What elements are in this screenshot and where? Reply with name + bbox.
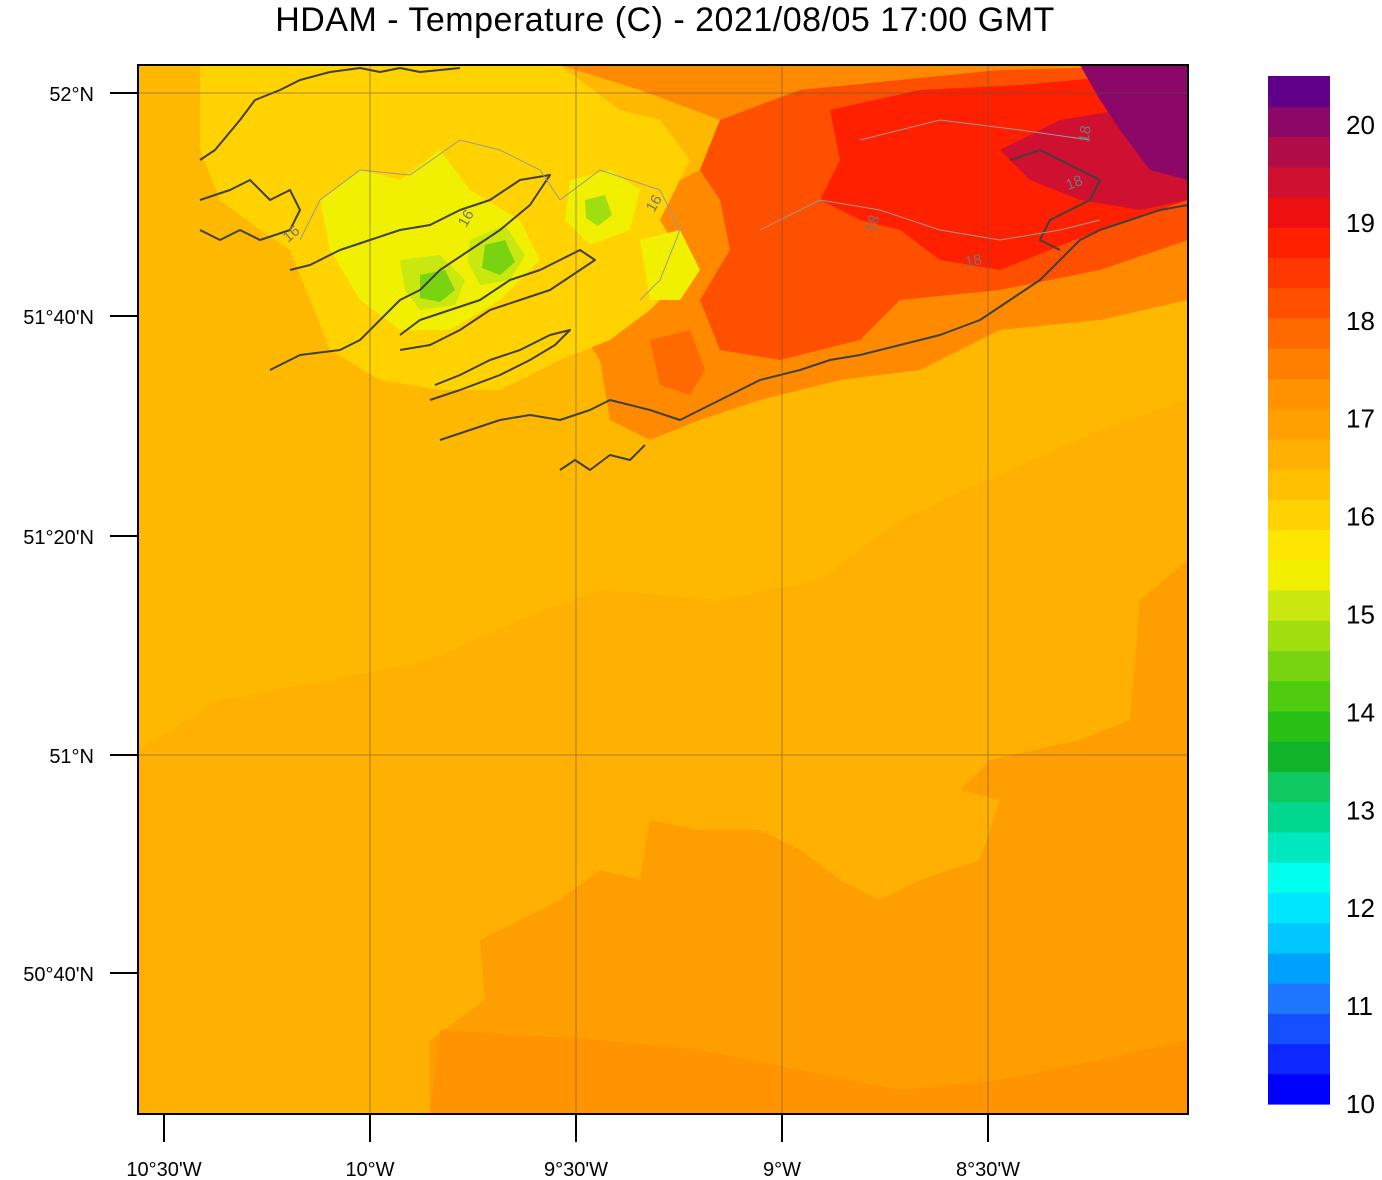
colorbar-segment <box>1268 106 1330 138</box>
colorbar-segment <box>1268 650 1330 682</box>
coastline-beara <box>399 249 596 351</box>
field-15 <box>320 150 540 330</box>
colorbar-tick-label: 15 <box>1346 600 1375 630</box>
colorbar-segment <box>1268 227 1330 259</box>
colorbar-segment <box>1268 831 1330 863</box>
lat-label: 51°20'N <box>23 527 94 549</box>
contour-label: 18 <box>1075 124 1095 143</box>
colorbar-segment <box>1268 620 1330 652</box>
map-title: HDAM - Temperature (C) - 2021/08/05 17:0… <box>275 1 1055 39</box>
field-warm-sea-south <box>430 560 1188 1114</box>
coastline-cork-harbour <box>1009 149 1101 251</box>
coastline-kenmare-north <box>269 174 551 371</box>
colorbar-segment <box>1268 801 1330 833</box>
colorbar-segment <box>1268 1043 1330 1075</box>
colorbar-tick-label: 18 <box>1346 306 1375 336</box>
coastline-south-islands <box>559 444 646 471</box>
coastline-sheeps-head <box>429 329 571 401</box>
colorbar-segment <box>1268 952 1330 984</box>
colorbar-tick-label: 11 <box>1346 991 1373 1021</box>
coastline-iveragh <box>199 179 301 241</box>
lon-label: 10°W <box>345 1159 394 1180</box>
contour-18-inner <box>859 119 1091 141</box>
contour-16-mid <box>559 169 681 301</box>
contour-label: 18 <box>1064 172 1085 194</box>
colorbar-segment <box>1268 710 1330 742</box>
colorbar-segment <box>1268 1013 1330 1045</box>
lon-label: 9°W <box>763 1159 801 1180</box>
colorbar-tick-label: 10 <box>1346 1089 1375 1119</box>
colorbar-segment <box>1268 680 1330 712</box>
colorbar-tick-label: 13 <box>1346 795 1375 825</box>
colorbar-segment <box>1268 378 1330 410</box>
temperature-field <box>138 65 1188 1114</box>
colorbar-segment <box>1268 136 1330 168</box>
coastline <box>199 67 1188 471</box>
contour-lines <box>299 119 1101 301</box>
colorbar-tick-label: 19 <box>1346 208 1375 238</box>
colorbar-tick-label: 12 <box>1346 893 1375 923</box>
colorbar-segment <box>1268 317 1330 349</box>
colorbar-segment <box>1268 922 1330 954</box>
colorbar-segment <box>1268 408 1330 440</box>
colorbar-segment <box>1268 862 1330 893</box>
coastline-mizen <box>439 204 1188 441</box>
colorbar-segment <box>1268 590 1330 621</box>
lon-label: 8°30'W <box>956 1159 1020 1180</box>
colorbar-segment <box>1268 892 1330 924</box>
lat-label: 50°40'N <box>23 964 94 986</box>
colorbar-segment <box>1268 166 1330 198</box>
colorbar-segment <box>1268 771 1330 803</box>
coastline-north <box>199 67 461 161</box>
contour-label: 16 <box>455 207 478 230</box>
colorbar-segment <box>1268 287 1330 319</box>
field-14b <box>482 240 515 275</box>
colorbar-segment <box>1268 529 1330 561</box>
y-axis-labels: 52°N 51°40'N 51°20'N 51°N 50°40'N <box>23 84 94 986</box>
colorbar-segment <box>1268 76 1330 107</box>
colorbar-tick-label: 14 <box>1346 697 1375 727</box>
lat-label: 52°N <box>49 84 94 106</box>
lon-label: 9°30'W <box>544 1159 608 1180</box>
contour-label: 16 <box>643 192 666 215</box>
x-axis-labels: 10°30'W 10°W 9°30'W 9°W 8°30'W <box>126 1159 1020 1180</box>
colorbar-tick-label: 16 <box>1346 502 1375 532</box>
field-14c <box>585 195 612 226</box>
colorbar-segment <box>1268 1073 1330 1105</box>
field-20 <box>1080 65 1188 180</box>
colorbar-segment <box>1268 983 1330 1014</box>
x-axis <box>163 1114 989 1142</box>
contour-label: 18 <box>862 213 884 234</box>
graticule <box>138 65 1188 1114</box>
colorbar-labels: 10 11 12 13 14 15 16 17 18 19 20 <box>1346 110 1375 1119</box>
contour-label: 18 <box>964 251 983 271</box>
lat-label: 51°N <box>49 746 94 768</box>
colorbar-segment <box>1268 741 1330 773</box>
colorbar-segment <box>1268 438 1330 470</box>
colorbar-segment <box>1268 196 1330 228</box>
lat-label: 51°40'N <box>23 307 94 329</box>
field-warmer-sea-south <box>430 1030 1188 1114</box>
contour-18-main <box>759 199 1101 241</box>
colorbar-segment <box>1268 348 1330 379</box>
field-15c <box>640 230 700 300</box>
lon-label: 10°30'W <box>126 1159 201 1180</box>
y-axis <box>110 92 138 974</box>
colorbar-segment <box>1268 257 1330 289</box>
colorbar-segment <box>1268 469 1330 500</box>
colorbar-tick-label: 20 <box>1346 110 1375 140</box>
field-14 <box>420 270 455 302</box>
plot-frame <box>137 64 1189 1115</box>
contour-16-west <box>299 139 561 241</box>
colorbar-segment <box>1268 499 1330 531</box>
colorbar-segment <box>1268 559 1330 591</box>
colorbar <box>1268 76 1330 1105</box>
field-warm-pocket <box>650 330 705 395</box>
colorbar-tick-label: 17 <box>1346 404 1375 434</box>
